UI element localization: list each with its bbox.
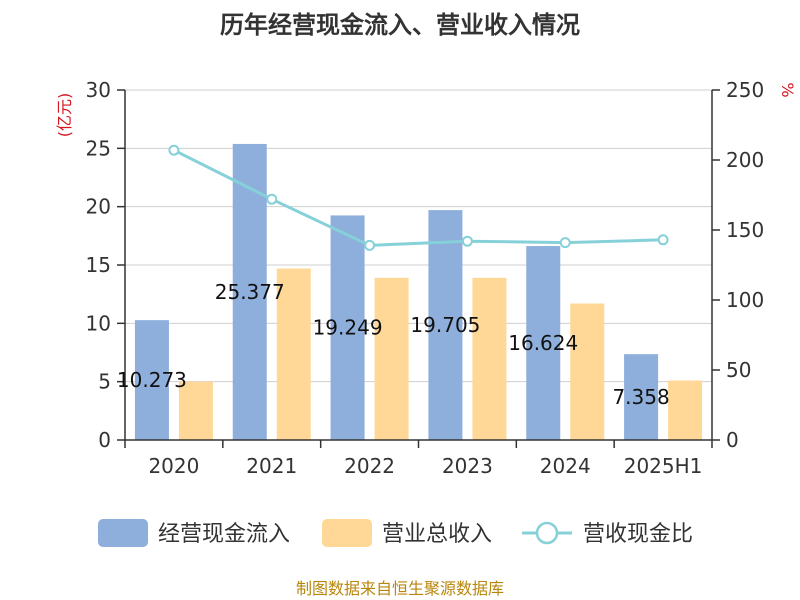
left-tick-label: 25	[86, 136, 111, 160]
bar-cash-inflow	[526, 246, 561, 440]
x-tick-label: 2023	[442, 454, 493, 478]
data-label-cash-inflow: 10.273	[117, 368, 187, 392]
legend-label-total-revenue: 营业总收入	[382, 522, 492, 547]
bar-cash-inflow	[428, 210, 463, 440]
left-tick-label: 30	[86, 78, 111, 102]
x-tick-label: 2022	[344, 454, 395, 478]
source-note: 制图数据来自恒生聚源数据库	[296, 579, 504, 598]
line-point	[657, 234, 669, 246]
x-tick-label: 2024	[540, 454, 591, 478]
bar-total-revenue	[178, 381, 213, 440]
data-label-cash-inflow: 25.377	[215, 280, 285, 304]
axes: 0 5 10 15 20 25 30 0 50 100 150 200 250 2020 2021 2022 2…	[86, 78, 765, 478]
left-tick-label: 10	[86, 311, 111, 335]
right-tick-label: 50	[726, 358, 751, 382]
legend-swatch-total-revenue	[322, 519, 372, 547]
right-tick-label: 250	[726, 78, 764, 102]
bar-total-revenue	[570, 303, 605, 440]
data-labels: 10.273 25.377 19.249 19.705 16.624 7.358	[117, 280, 670, 409]
bar-cash-inflow	[134, 320, 169, 440]
left-tick-label: 20	[86, 195, 111, 219]
bar-total-revenue	[472, 277, 507, 440]
bar-total-revenue	[374, 277, 409, 440]
right-tick-label: 0	[726, 428, 739, 452]
data-label-cash-inflow: 19.249	[313, 316, 383, 340]
data-label-cash-inflow: 7.358	[612, 385, 669, 409]
bar-total-revenue	[668, 380, 703, 440]
left-axis-unit: (亿元)	[55, 93, 74, 138]
x-tick-label: 2021	[246, 454, 297, 478]
legend: 经营现金流入 营业总收入 营收现金比	[98, 519, 693, 547]
left-tick-label: 15	[86, 253, 111, 277]
left-tick-label: 0	[98, 428, 111, 452]
legend-marker-ratio	[535, 521, 559, 545]
data-label-cash-inflow: 16.624	[508, 331, 578, 355]
line-point	[461, 235, 473, 247]
x-tick-label: 2025H1	[624, 454, 703, 478]
left-tick-label: 5	[98, 370, 111, 394]
data-label-cash-inflow: 19.705	[410, 313, 480, 337]
ratio-line	[168, 144, 669, 251]
legend-label-cash-inflow: 经营现金流入	[158, 522, 290, 547]
bar-cash-inflow	[330, 215, 365, 440]
bars	[134, 143, 703, 440]
line-ratio-series	[173, 148, 664, 247]
legend-swatch-cash-inflow	[98, 519, 148, 547]
line-point	[168, 144, 180, 156]
x-tick-label: 2020	[148, 454, 199, 478]
line-point	[559, 237, 571, 249]
legend-label-ratio: 营收现金比	[583, 522, 693, 547]
bar-cash-inflow	[624, 354, 659, 440]
grid-lines	[125, 89, 712, 383]
line-point	[364, 239, 376, 251]
chart-title: 历年经营现金流入、营业收入情况	[220, 11, 580, 39]
right-tick-label: 100	[726, 288, 764, 312]
bar-total-revenue	[276, 268, 311, 440]
right-tick-label: 150	[726, 218, 764, 242]
right-tick-label: 200	[726, 148, 764, 172]
line-point	[266, 193, 278, 205]
right-axis-unit: %	[778, 82, 797, 97]
